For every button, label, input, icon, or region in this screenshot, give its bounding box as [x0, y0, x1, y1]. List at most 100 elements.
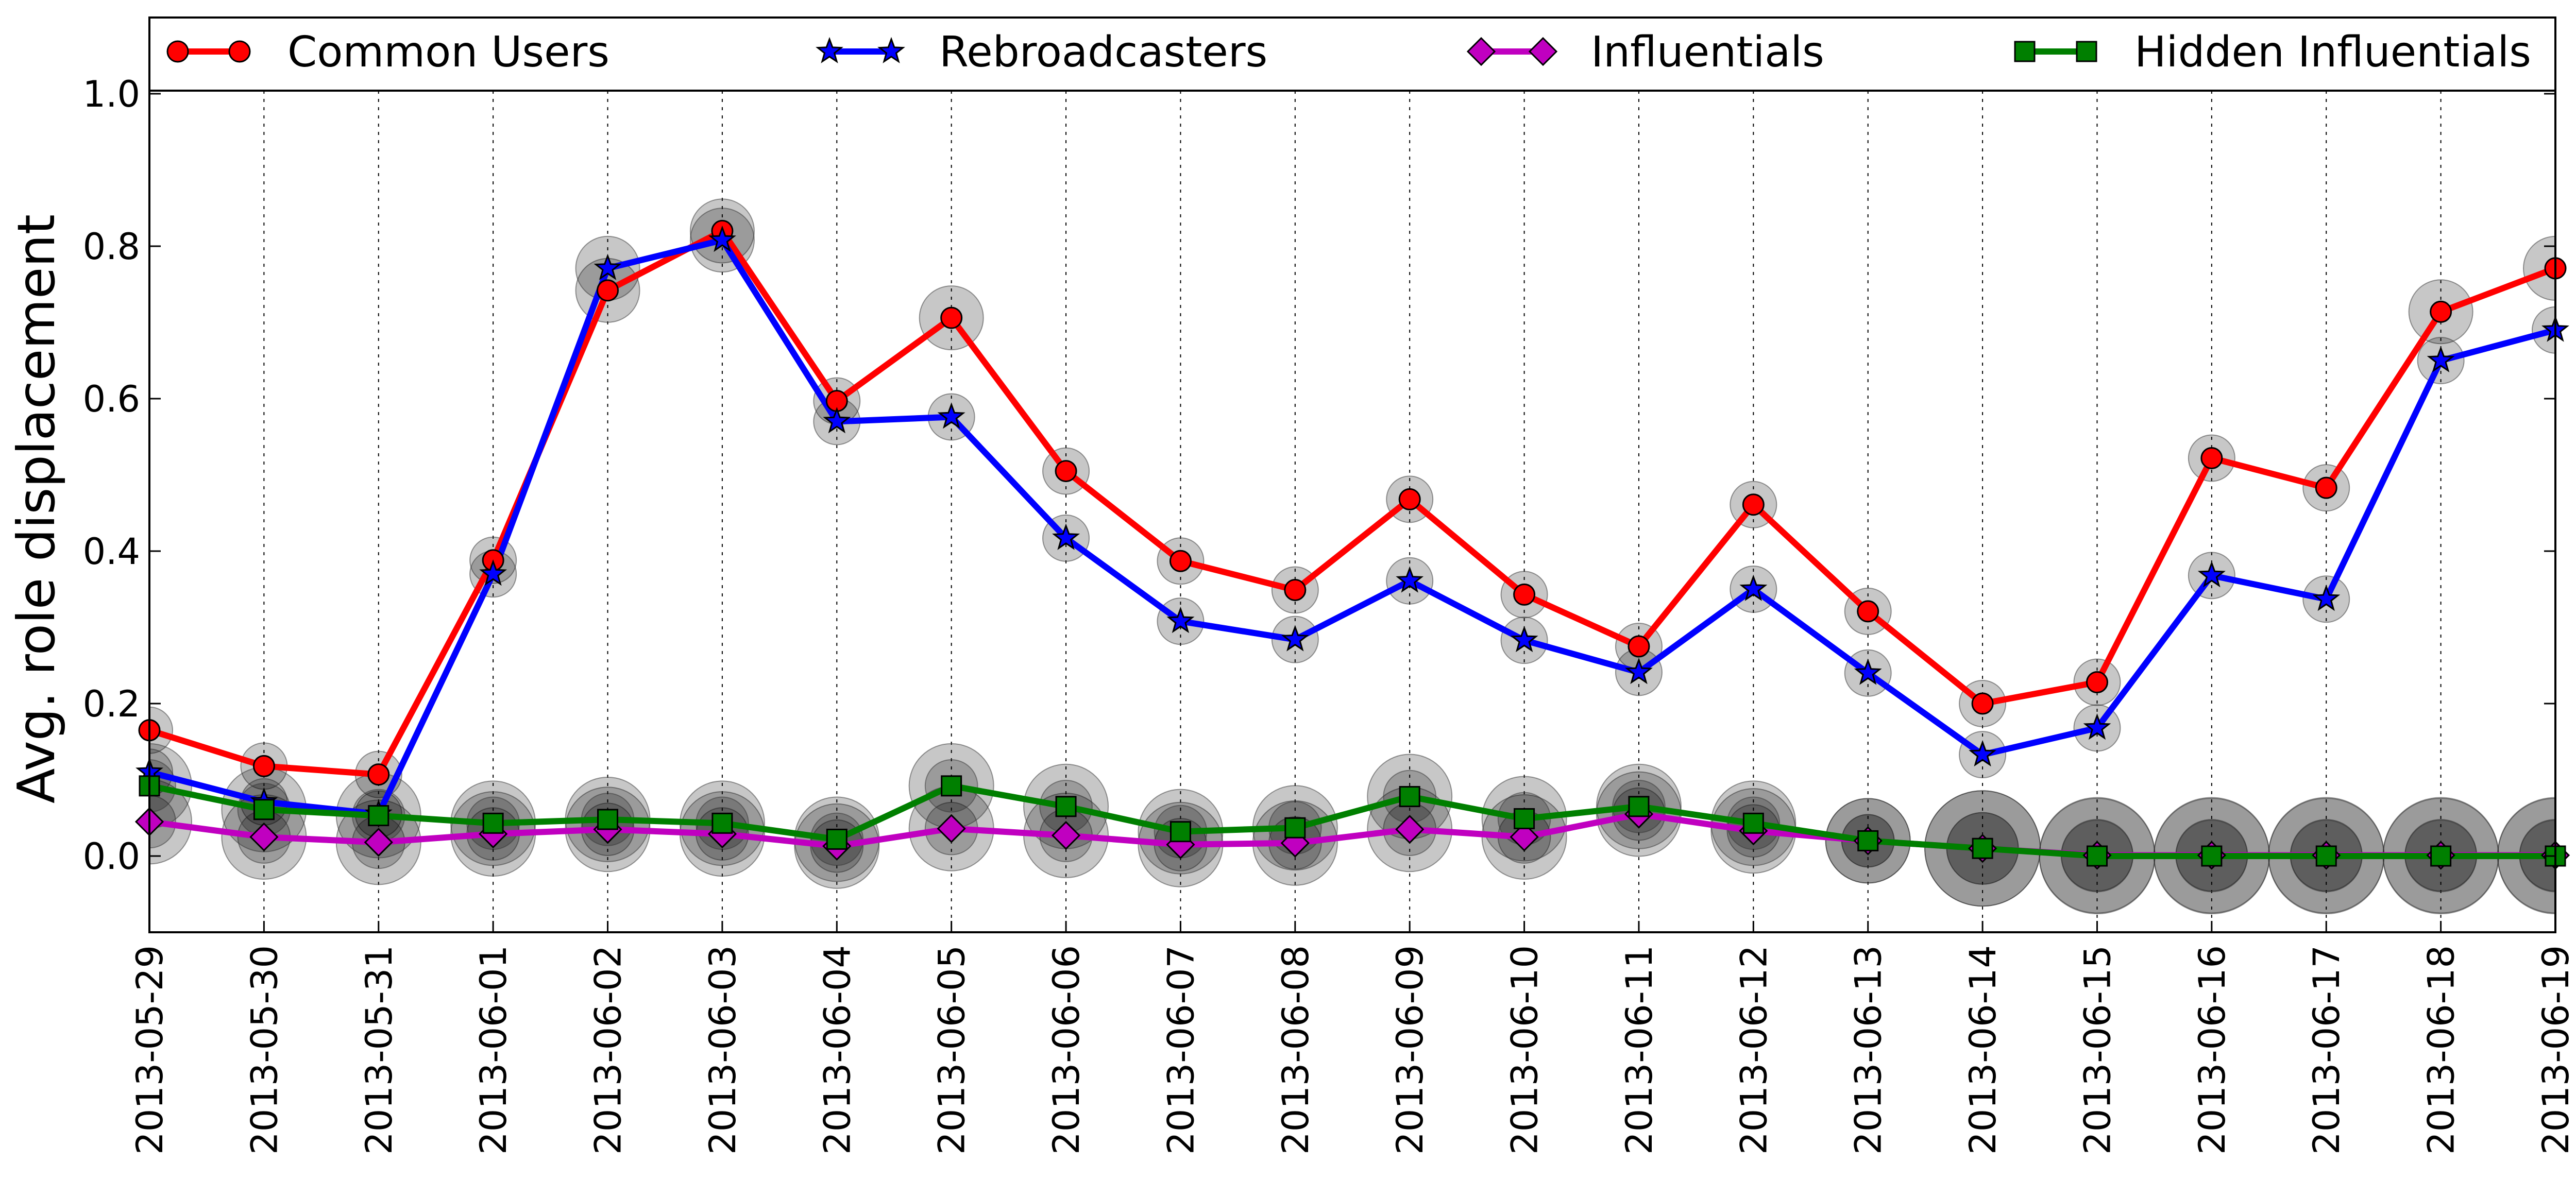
common-users-point: [252, 755, 275, 777]
hidden-influentials-point: [597, 809, 619, 830]
hidden-influentials-point: [1170, 821, 1191, 843]
rebroadcasters-point: [823, 407, 851, 434]
y-tick-label: 0.2: [83, 683, 140, 725]
rebroadcasters-point: [1969, 740, 1997, 767]
x-axis: 2013-05-29 2013-05-30 2013-05-31 2013-06-01…: [129, 921, 2576, 1155]
x-tick-label: 2013-05-29: [129, 945, 171, 1155]
x-tick-label: 2013-06-10: [1504, 945, 1546, 1155]
rebroadcasters-point: [2197, 561, 2226, 588]
x-tick-label: 2013-06-17: [2306, 945, 2348, 1155]
rebroadcasters-point: [1624, 657, 1653, 685]
hidden-influentials-point: [941, 775, 962, 797]
rebroadcasters-point: [594, 253, 622, 280]
x-tick-label: 2013-06-03: [702, 945, 744, 1155]
hidden-influentials-line: [148, 782, 2555, 859]
plot-frame: [148, 16, 2556, 933]
common-users-point: [1742, 493, 1765, 516]
common-users-point: [1284, 578, 1307, 601]
hidden-influentials-point: [1399, 786, 1420, 808]
rebroadcasters-point: [2083, 713, 2111, 740]
legend-label-hidden-influentials: Hidden Influentials: [2134, 28, 2531, 77]
x-tick-label: 2013-06-13: [1848, 945, 1890, 1155]
x-tick-label: 2013-06-09: [1389, 945, 1431, 1155]
common-users-point: [2430, 300, 2452, 323]
influentials-point: [364, 828, 393, 857]
rebroadcasters-point: [708, 225, 736, 252]
x-tick-label: 2013-06-12: [1733, 945, 1775, 1155]
hidden-influentials-point: [1284, 817, 1306, 839]
legend-label-rebroadcasters: Rebroadcasters: [939, 28, 1267, 77]
rebroadcasters-point: [1281, 625, 1309, 652]
influentials-point: [1051, 820, 1081, 850]
x-tick-label: 2013-06-04: [816, 945, 858, 1155]
common-users-point: [2086, 671, 2108, 694]
x-tick-label: 2013-06-01: [472, 945, 515, 1155]
legend-marker-influentials: [1528, 37, 1558, 66]
legend: Common Users Rebroadcasters Influentials Hi…: [166, 28, 2531, 77]
x-tick-label: 2013-06-18: [2420, 945, 2463, 1155]
x-tick-label: 2013-06-07: [1160, 945, 1202, 1155]
legend-marker-hidden-influentials: [2014, 41, 2036, 62]
common-users-point: [1971, 692, 1994, 715]
common-users-point: [597, 279, 619, 302]
common-users-point: [2315, 476, 2337, 499]
hidden-influentials-point: [1742, 812, 1764, 834]
legend-marker-influentials: [1466, 37, 1496, 66]
hidden-influentials-point: [1857, 830, 1879, 851]
rebroadcasters-point: [1510, 625, 1538, 653]
common-users-point: [367, 763, 390, 786]
markers: [134, 219, 2570, 870]
x-tick-label: 2013-06-02: [587, 945, 630, 1155]
legend-marker-hidden-influentials: [2076, 41, 2097, 62]
hidden-influentials-point: [1514, 808, 1535, 829]
rebroadcasters-point: [1052, 523, 1080, 550]
y-tick-label: 0.6: [83, 378, 140, 420]
common-users-point: [1628, 635, 1650, 658]
hidden-influentials-point: [826, 828, 848, 850]
legend-label-common-users: Common Users: [287, 28, 609, 77]
rebroadcasters-point: [1396, 566, 1424, 593]
y-tick-label: 1.0: [83, 73, 140, 115]
hidden-influentials-point: [253, 799, 275, 820]
hidden-influentials-point: [711, 812, 733, 834]
hidden-influentials-point: [1628, 796, 1650, 817]
legend-label-influentials: Influentials: [1591, 28, 1824, 77]
x-tick-label: 2013-06-11: [1618, 945, 1660, 1155]
influentials-point: [249, 822, 279, 852]
x-tick-label: 2013-06-16: [2191, 945, 2233, 1155]
x-tick-label: 2013-06-19: [2535, 945, 2576, 1155]
x-tick-label: 2013-05-30: [243, 945, 285, 1155]
hidden-influentials-point: [2430, 845, 2452, 867]
plot-area: [149, 18, 2555, 932]
x-tick-label: 2013-06-14: [1962, 945, 2004, 1155]
common-users-point: [1857, 600, 1879, 623]
hidden-influentials-point: [2086, 845, 2108, 867]
y-tick-label: 0.8: [83, 226, 140, 268]
influentials-point: [1395, 815, 1425, 844]
influentials-point: [1510, 822, 1539, 852]
x-tick-label: 2013-06-06: [1045, 945, 1088, 1155]
legend-marker-common-users: [228, 40, 251, 63]
series-lines: [148, 228, 2557, 859]
x-tick-label: 2013-06-08: [1275, 945, 1317, 1155]
rebroadcasters-line: [148, 237, 2556, 817]
rebroadcasters-point: [2427, 346, 2455, 372]
rebroadcasters-point: [1854, 658, 1882, 685]
legend-marker-rebroadcasters: [816, 37, 843, 63]
legend-marker-rebroadcasters: [877, 37, 905, 63]
rebroadcasters-point: [1739, 574, 1768, 601]
y-tick-label: 0.0: [83, 835, 140, 878]
y-axis: 0.0 0.2 0.4 0.6 0.8 1.0: [83, 73, 2555, 878]
x-tick-label: 2013-06-15: [2076, 945, 2119, 1155]
uncertainty-bubble: [2523, 235, 2555, 301]
uncertainty-bubble: [149, 706, 173, 754]
rebroadcasters-point: [937, 402, 965, 429]
legend-marker-common-users: [166, 40, 189, 63]
y-axis-title: Avg. role displacement: [6, 214, 66, 803]
hidden-influentials-point: [368, 805, 389, 827]
hidden-influentials-point: [2201, 845, 2223, 867]
hidden-influentials-point: [1055, 796, 1077, 817]
hidden-influentials-point: [1972, 837, 1993, 859]
rebroadcasters-point: [2312, 584, 2341, 611]
